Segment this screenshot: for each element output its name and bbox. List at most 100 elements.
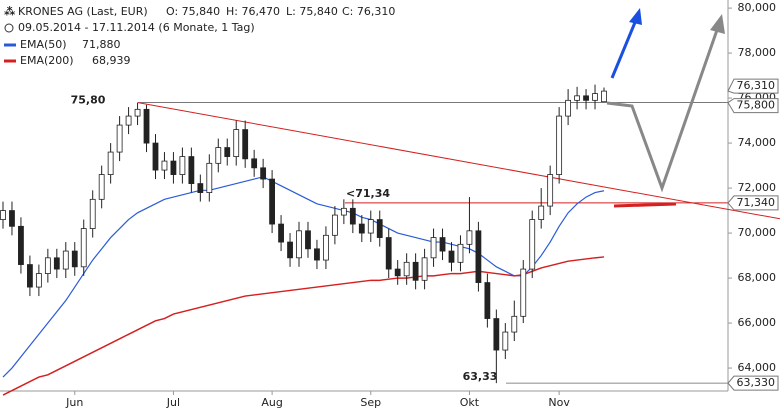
candle-body [107,151,114,175]
plot-frame [0,0,729,392]
icon: ⁂ [4,5,16,18]
candle-body [484,282,491,319]
ohlc-high: H: 76,470 [226,5,280,18]
candle-body [116,124,123,153]
candle-body [62,250,69,270]
candle-body [421,257,428,281]
chart-title: KRONES AG (Last, EUR) [18,5,148,18]
y-tick-label: 74,000 [738,136,777,149]
candle-body [367,219,374,234]
candle-body [349,207,356,225]
candle-body [188,156,195,184]
candle-body [134,108,141,117]
candle-body [251,158,258,169]
candle-body [305,230,311,250]
price-marker [727,375,779,391]
candle-body [466,230,473,245]
candle-body [502,331,509,351]
support-mark [613,202,677,208]
price-marker [727,78,779,94]
candle-body [448,250,455,263]
candle-body [98,174,105,200]
candle-body [538,205,545,220]
x-tick-label: Jul [166,396,180,409]
candle-body [457,243,464,263]
price-marker-label: 63,330 [737,376,776,389]
candle-body [0,210,6,220]
price-marker-label: 76,310 [737,79,776,92]
ohlc-open: O: 75,840 [166,5,220,18]
candle-body [125,115,132,126]
level-label: 63,33 [463,370,498,383]
candle-body [376,219,383,238]
x-tick-label: Aug [261,396,282,409]
ema-line [2,176,605,378]
candle-body [385,237,392,270]
candle-body [269,178,276,225]
candle-body [9,210,15,227]
x-tick-label: Okt [460,396,480,409]
candle-body [18,225,24,265]
candle-body [35,273,42,288]
candle-body [179,156,186,175]
y-tick-label: 68,000 [738,271,777,284]
candle-body [547,174,554,207]
x-tick-label: Jun [65,396,83,409]
candle-body [358,223,365,234]
candle-body [601,90,607,103]
level-label: <71,34 [346,187,390,200]
candle-body [197,183,204,193]
candle-body [260,167,267,180]
candle-body [296,230,302,259]
candle-body [224,147,231,157]
candle-body [215,147,222,164]
legend-value: 68,939 [92,54,131,67]
scenario-arrow-head [710,14,725,34]
candle-body [331,214,338,236]
candle-body [152,142,159,171]
candle-body [44,257,51,274]
candle-body [170,160,177,175]
x-tick-label: Nov [548,396,570,409]
forecast-drawings [606,8,725,208]
y-tick-label: 66,000 [738,316,777,329]
legend: EMA(50) 71,880 EMA(200) 68,939 [4,38,131,67]
legend-label: EMA(200) [20,54,74,67]
candle-body [287,241,293,259]
candle-body [430,237,437,259]
price-marker [727,195,779,211]
candle-body [394,268,401,277]
up-arrow-head [629,8,642,25]
candle-body [592,93,598,101]
price-marker [727,98,779,114]
candle-body [340,207,347,216]
candle-body [565,99,572,117]
candle-body [439,237,446,252]
candle-body [556,115,563,175]
legend-value: 71,880 [82,38,121,51]
y-tick-label: 72,000 [738,181,777,194]
level-label: 75,80 [71,94,106,107]
ema-line [2,256,605,396]
candle-body [323,234,329,261]
legend-label: EMA(50) [20,38,67,51]
candle-body [233,129,240,157]
y-tick-label: 64,000 [738,361,777,374]
candle-body [278,223,284,243]
candle-body [511,315,518,333]
candle-body [520,268,527,317]
candle-body [143,108,150,144]
candle-body [71,250,78,268]
candle-body [89,198,96,229]
candle-body [161,160,168,171]
candle-body [583,95,589,101]
candle-body [53,257,60,270]
y-tick-label: 78,000 [738,46,777,59]
y-tick-label: 70,000 [738,226,777,239]
candle-body [574,95,580,101]
candle-body [412,261,419,281]
date-range: 09.05.2014 - 17.11.2014 (6 Monate, 1 Tag… [18,21,255,34]
candle-body [27,264,33,288]
candle-body [206,162,213,193]
